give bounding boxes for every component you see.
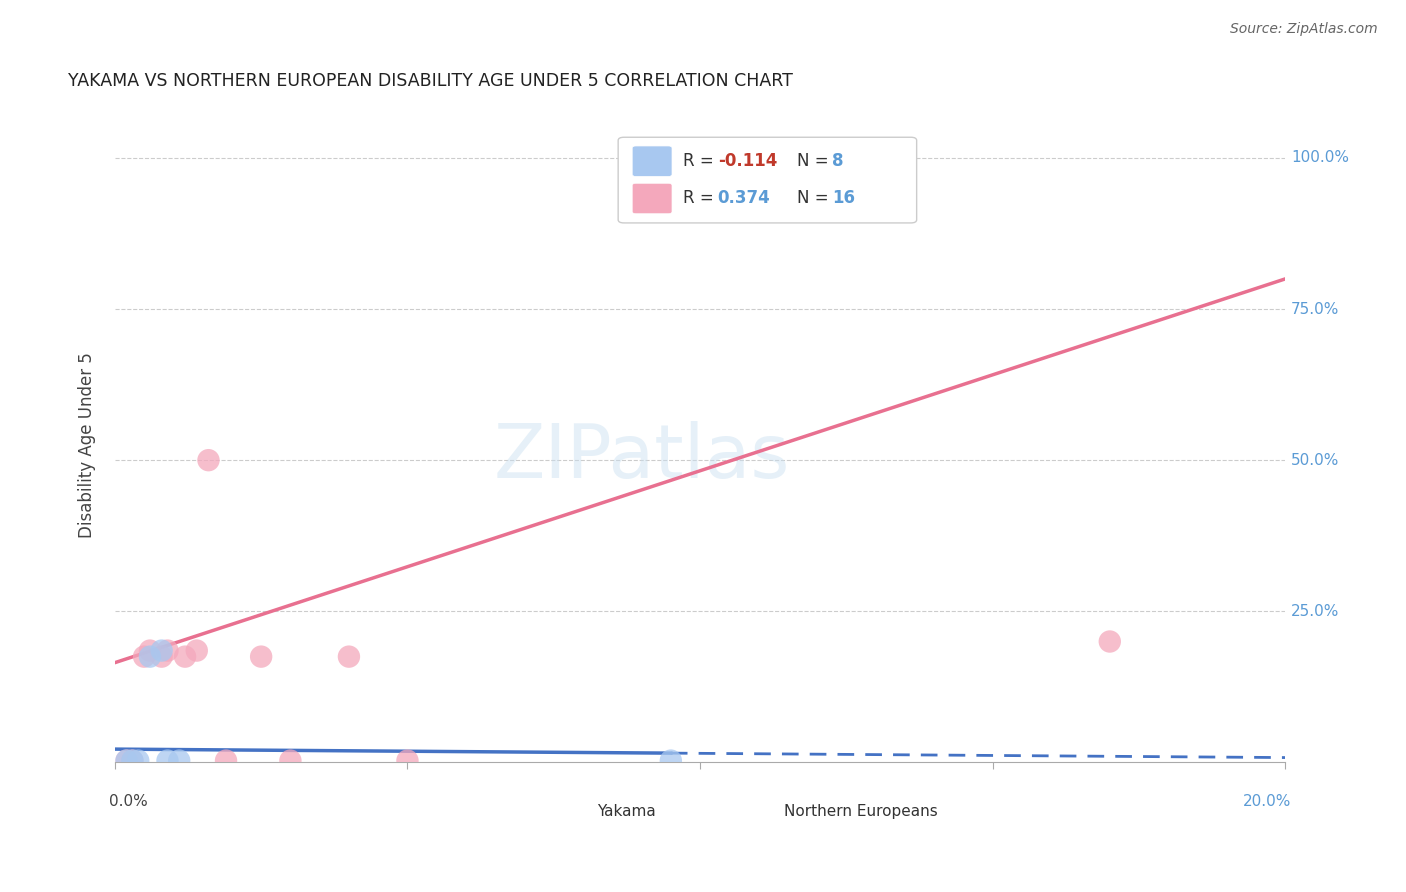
Point (156, 754, 179, 768)
Point (139, 649, 162, 664)
Text: Source: ZipAtlas.com: Source: ZipAtlas.com (1230, 22, 1378, 37)
FancyBboxPatch shape (633, 146, 672, 177)
Point (174, 649, 197, 664)
Text: 75.0%: 75.0% (1291, 301, 1340, 317)
Y-axis label: Disability Age Under 5: Disability Age Under 5 (79, 352, 96, 538)
Text: 0.0%: 0.0% (110, 794, 148, 809)
Point (150, 643, 173, 657)
Point (659, 754, 682, 768)
Text: 25.0%: 25.0% (1291, 604, 1340, 619)
FancyBboxPatch shape (745, 801, 780, 822)
Text: 8: 8 (832, 153, 844, 170)
Text: R =: R = (682, 189, 718, 208)
Point (186, 643, 208, 657)
Text: Yakama: Yakama (598, 805, 655, 820)
Point (121, 754, 143, 768)
Text: R =: R = (682, 153, 718, 170)
Point (250, 649, 273, 664)
Point (167, 754, 190, 768)
Point (215, 754, 238, 768)
Text: 100.0%: 100.0% (1291, 151, 1350, 165)
Point (156, 643, 179, 657)
Text: 20.0%: 20.0% (1243, 794, 1291, 809)
Text: N =: N = (797, 153, 834, 170)
FancyBboxPatch shape (557, 801, 592, 822)
Text: -0.114: -0.114 (717, 153, 778, 170)
FancyBboxPatch shape (633, 183, 672, 214)
Point (115, 754, 138, 768)
Point (127, 754, 149, 768)
Text: YAKAMA VS NORTHERN EUROPEAN DISABILITY AGE UNDER 5 CORRELATION CHART: YAKAMA VS NORTHERN EUROPEAN DISABILITY A… (67, 71, 793, 90)
Text: 0.374: 0.374 (717, 189, 770, 208)
Point (150, 649, 173, 664)
Text: N =: N = (797, 189, 834, 208)
Text: Northern Europeans: Northern Europeans (785, 805, 938, 820)
Point (1098, 634, 1121, 648)
Point (132, 649, 155, 664)
Point (337, 649, 360, 664)
Text: 50.0%: 50.0% (1291, 452, 1340, 467)
Point (280, 754, 302, 768)
Text: ZIPatlas: ZIPatlas (494, 421, 790, 494)
FancyBboxPatch shape (619, 137, 917, 223)
Point (139, 643, 162, 657)
Text: 16: 16 (832, 189, 855, 208)
Point (396, 754, 419, 768)
Point (115, 754, 138, 768)
Point (197, 453, 219, 467)
Point (121, 754, 143, 768)
